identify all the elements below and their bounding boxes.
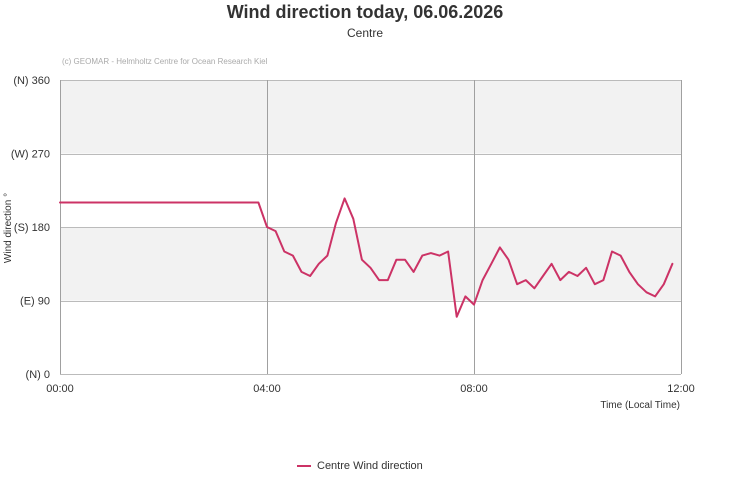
plot-bands [60,80,681,374]
chart-credit: (c) GEOMAR - Helmholtz Centre for Ocean … [62,57,268,66]
y-axis-title: Wind direction ° [3,193,14,263]
y-tick-label-4: (N) 360 [13,75,50,87]
chart-title: Wind direction today, 06.06.2026 [227,2,504,22]
plot-band-1 [60,227,681,301]
x-axis-ticks: 00:00 04:00 08:00 12:00 [46,383,695,395]
y-tick-label-0: (N) 0 [26,369,50,381]
series-line-0 [59,197,674,318]
series-layer [59,197,674,318]
y-tick-label-2: (S) 180 [14,222,50,234]
plot-band-2 [60,153,681,227]
x-tick-label-0: 00:00 [46,383,74,395]
y-axis-ticks: (N) 0 (E) 90 (S) 180 (W) 270 (N) 360 [11,75,50,381]
y-tick-label-3: (W) 270 [11,149,50,161]
x-tick-label-2: 08:00 [460,383,488,395]
x-axis-title: Time (Local Time) [600,400,680,411]
y-tick-label-1: (E) 90 [20,296,50,308]
x-tick-label-3: 12:00 [667,383,695,395]
chart-subtitle: Centre [347,26,383,40]
x-tick-label-1: 04:00 [253,383,281,395]
plot-band-3 [60,80,681,154]
legend-label[interactable]: Centre Wind direction [317,460,423,472]
legend[interactable]: Centre Wind direction [297,460,423,472]
grid-lines [60,80,682,375]
plot-band-0 [60,300,681,374]
